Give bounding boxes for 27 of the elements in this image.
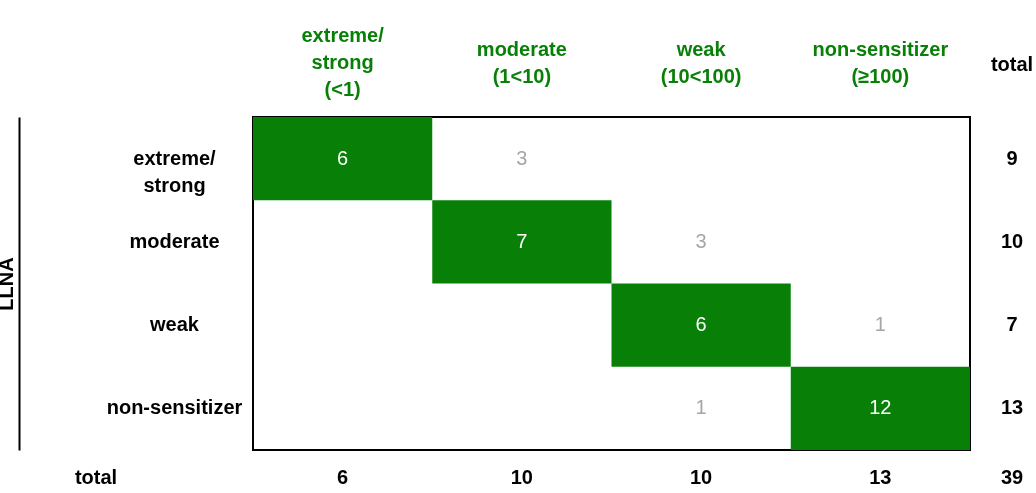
y2-tick-label: 9 (1006, 146, 1018, 169)
data-label: 1 (695, 396, 707, 419)
y2-tick-label: 7 (1006, 313, 1018, 336)
data-label: 7 (516, 229, 528, 252)
x-tick-label: extreme/ strong (<1) (301, 24, 385, 100)
text: 39 (1000, 466, 1024, 488)
y2-tick-label: 10 (1000, 229, 1024, 252)
x-tick-label: moderate (1<10) (476, 37, 567, 87)
data-label: 3 (695, 229, 707, 252)
data-label: 6 (695, 313, 707, 336)
text: 10 (510, 466, 533, 488)
y2-axis-title: total (990, 53, 1034, 75)
data-label: 6 (337, 146, 349, 169)
y-tick-label: weak (149, 313, 200, 336)
y-tick-label: non-sensitizer (106, 396, 243, 419)
text: total (74, 466, 118, 488)
text: 6 (337, 466, 349, 488)
data-label: 3 (516, 146, 528, 169)
x-tick-label: non-sensitizer (≥100) (812, 37, 949, 87)
data-label: 12 (869, 396, 892, 419)
data-label: 1 (874, 313, 886, 336)
y-tick-label: moderate (129, 229, 220, 252)
text: 13 (869, 466, 892, 488)
y-tick-label: extreme/ strong (133, 146, 217, 196)
x-tick-label: weak (10<100) (660, 37, 742, 87)
text: 10 (690, 466, 713, 488)
y2-tick-label: 13 (1000, 396, 1024, 419)
